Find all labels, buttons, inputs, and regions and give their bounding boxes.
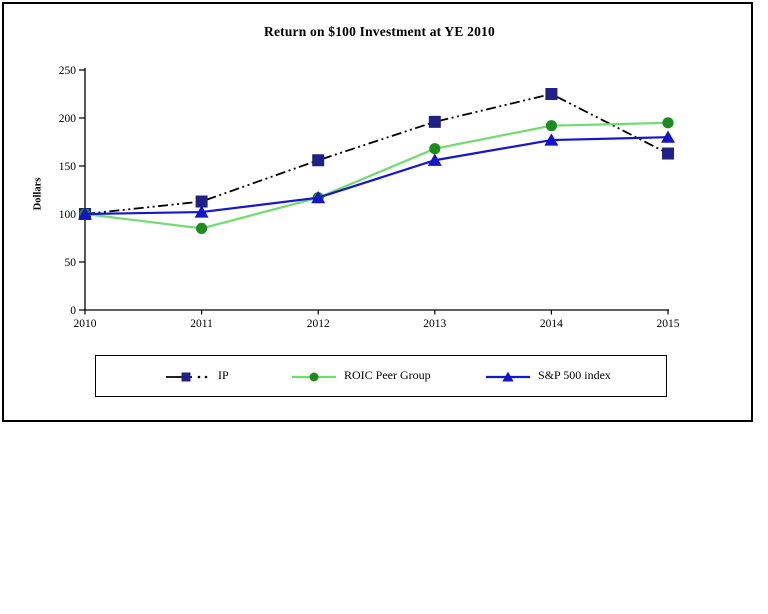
series-line-ip	[84, 93, 669, 215]
series-marker-ip	[195, 195, 208, 208]
legend-sample-sp500-icon	[486, 371, 530, 382]
series-s-p-500-index	[78, 130, 675, 220]
series-marker-s-p-500-index	[78, 207, 92, 220]
x-tick-label: 2011	[190, 318, 213, 330]
y-tick-label: 200	[59, 113, 77, 125]
legend: IP ROIC Peer Group S&P 500 index	[95, 355, 667, 397]
series-marker-roic-peer-group	[545, 120, 558, 132]
series-line-s-p-500-index	[84, 136, 669, 216]
legend-label-roic-peer-group: ROIC Peer Group	[344, 368, 431, 382]
series-marker-s-p-500-index	[427, 153, 442, 166]
series-ip	[79, 88, 674, 220]
y-tick-label: 250	[59, 65, 77, 77]
chart-title: Return on $100 Investment at YE 2010	[264, 24, 495, 39]
legend-dot-ip	[204, 375, 208, 379]
legend-dot-ip	[197, 375, 201, 379]
series-marker-roic-peer-group	[662, 117, 674, 129]
y-tick-label: 150	[59, 161, 77, 173]
series-marker-ip	[662, 147, 674, 160]
series-marker-s-p-500-index	[661, 130, 675, 143]
legend-marker-ip	[181, 372, 191, 382]
series-marker-s-p-500-index	[311, 190, 326, 204]
series-marker-s-p-500-index	[194, 205, 209, 218]
legend-label-ip: IP	[218, 368, 229, 382]
series-marker-s-p-500-index	[544, 133, 559, 146]
legend-marker-roic-peer-group	[309, 372, 319, 382]
series-roic-peer-group	[79, 117, 674, 234]
y-tick-label: 50	[65, 257, 77, 269]
series-marker-ip	[312, 154, 325, 167]
legend-label-sp500: S&P 500 index	[538, 368, 611, 382]
series-line-roic-peer-group	[84, 121, 669, 230]
chart-frame: Return on $100 Investment at YE 2010 Dol…	[2, 2, 753, 422]
series-marker-ip	[428, 115, 441, 128]
x-tick-label: 2015	[657, 318, 680, 330]
legend-sample-roic-icon	[292, 372, 336, 382]
plot-area: 0 50 100 150 200 250 2010 2011 2012 2013 2014 2015	[59, 65, 680, 330]
y-tick-label: 100	[59, 209, 77, 221]
x-tick-label: 2010	[74, 318, 97, 330]
series-marker-roic-peer-group	[429, 143, 441, 155]
legend-sample-ip-icon	[166, 372, 208, 382]
series-marker-roic-peer-group	[196, 222, 208, 234]
series-marker-ip	[545, 88, 558, 100]
x-tick-label: 2014	[540, 318, 563, 330]
x-tick-label: 2013	[423, 318, 446, 330]
x-tick-label: 2012	[307, 318, 330, 330]
legend-marker-s-p-500-index	[502, 371, 514, 382]
y-tick-label: 0	[70, 305, 76, 317]
